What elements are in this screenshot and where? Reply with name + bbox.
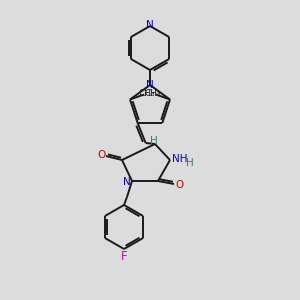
Text: N: N xyxy=(146,20,154,30)
Text: O: O xyxy=(97,150,105,160)
Text: CH₃: CH₃ xyxy=(145,89,161,98)
Text: NH: NH xyxy=(172,154,188,164)
Text: F: F xyxy=(121,250,127,262)
Text: O: O xyxy=(175,180,183,190)
Text: N: N xyxy=(146,80,154,89)
Text: H: H xyxy=(150,136,158,146)
Text: N: N xyxy=(123,177,131,187)
Text: CH₃: CH₃ xyxy=(139,89,155,98)
Text: H: H xyxy=(186,158,194,168)
